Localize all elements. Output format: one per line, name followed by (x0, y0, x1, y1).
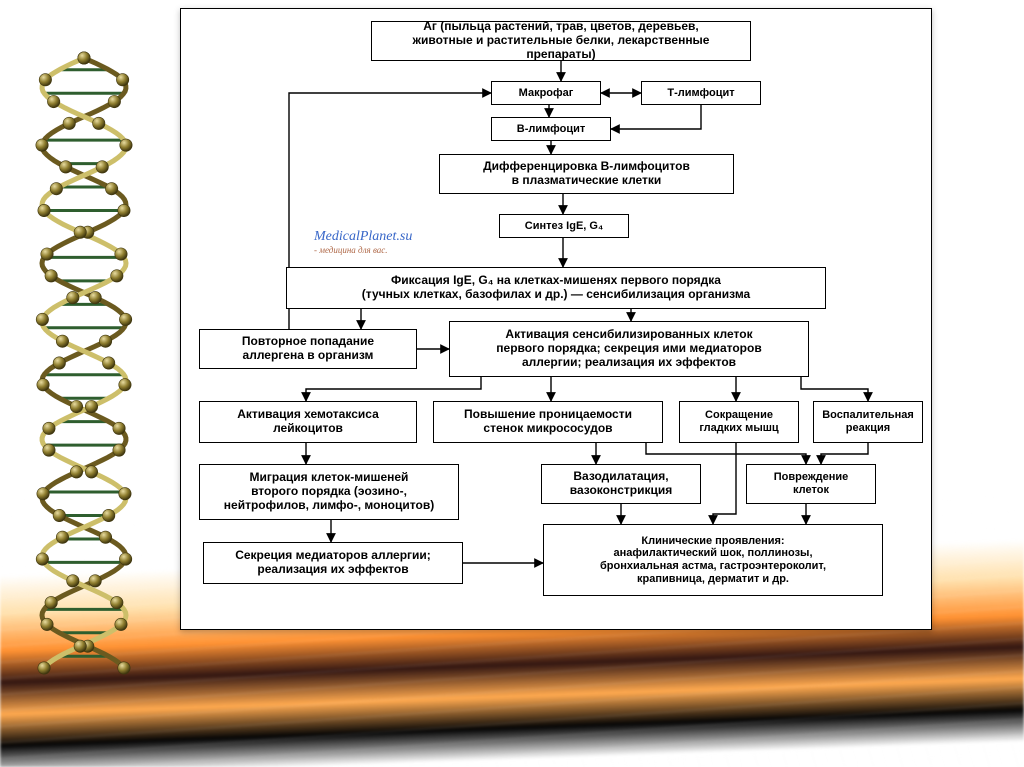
node-migr: Миграция клеток-мишенейвторого порядка (… (199, 464, 459, 520)
node-povtor: Повторное попаданиеаллергена в организм (199, 329, 417, 369)
node-povr: Повреждениеклеток (746, 464, 876, 504)
node-blimf: В-лимфоцит (491, 117, 611, 141)
dna-helix-decor (6, 48, 166, 688)
watermark-sub: - медицина для вас. (314, 245, 412, 255)
node-chemo: Активация хемотаксисалейкоцитов (199, 401, 417, 443)
node-vazo: Вазодилатация,вазоконстрикция (541, 464, 701, 504)
node-fiks: Фиксация IgE, G₄ на клетках-мишенях перв… (286, 267, 826, 309)
node-ag: Аг (пыльца растений, трав, цветов, дерев… (371, 21, 751, 61)
flowchart-frame: Аг (пыльца растений, трав, цветов, дерев… (180, 8, 932, 630)
node-sekr: Секреция медиаторов аллергии;реализация … (203, 542, 463, 584)
node-tlimf: Т-лимфоцит (641, 81, 761, 105)
node-klin: Клинические проявления:анафилактический … (543, 524, 883, 596)
node-diff: Дифференцировка В-лимфоцитовв плазматиче… (439, 154, 734, 194)
node-sintez: Синтез IgE, G₄ (499, 214, 629, 238)
watermark: MedicalPlanet.su - медицина для вас. (314, 227, 412, 255)
watermark-text: MedicalPlanet.su (314, 229, 412, 244)
node-vospal: Воспалительнаяреакция (813, 401, 923, 443)
node-pronic: Повышение проницаемостистенок микрососуд… (433, 401, 663, 443)
flowchart-nodes: Аг (пыльца растений, трав, цветов, дерев… (181, 9, 931, 629)
node-sokr: Сокращениегладких мышц (679, 401, 799, 443)
node-aktiv_sens: Активация сенсибилизированных клетокперв… (449, 321, 809, 377)
node-makrofag: Макрофаг (491, 81, 601, 105)
